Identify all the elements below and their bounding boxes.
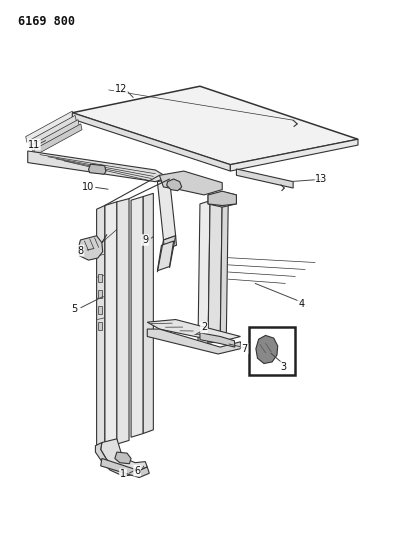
Polygon shape: [147, 329, 240, 354]
Polygon shape: [200, 333, 235, 347]
Text: 13: 13: [315, 174, 328, 184]
Polygon shape: [28, 151, 168, 182]
Text: 12: 12: [115, 84, 127, 94]
Polygon shape: [131, 197, 143, 437]
Text: 7: 7: [242, 344, 248, 354]
Text: 11: 11: [28, 140, 40, 150]
Polygon shape: [72, 113, 231, 171]
Polygon shape: [208, 198, 222, 343]
Bar: [98, 306, 102, 314]
Polygon shape: [167, 179, 182, 191]
Polygon shape: [105, 202, 117, 448]
Polygon shape: [89, 164, 106, 174]
Polygon shape: [147, 319, 240, 342]
Polygon shape: [220, 197, 228, 341]
Polygon shape: [236, 169, 293, 188]
Text: 2: 2: [201, 322, 207, 333]
Polygon shape: [34, 124, 82, 155]
Polygon shape: [208, 191, 236, 206]
Polygon shape: [97, 206, 105, 452]
Polygon shape: [101, 458, 149, 478]
Polygon shape: [72, 86, 358, 165]
Polygon shape: [29, 115, 76, 147]
Bar: [98, 274, 102, 282]
Text: 10: 10: [82, 182, 95, 192]
Bar: [98, 290, 102, 298]
Polygon shape: [115, 452, 131, 464]
Polygon shape: [157, 241, 174, 271]
Text: 1: 1: [120, 470, 126, 479]
Polygon shape: [31, 119, 79, 151]
Text: 9: 9: [142, 235, 148, 245]
Polygon shape: [143, 193, 153, 433]
Text: 6169 800: 6169 800: [18, 14, 75, 28]
Polygon shape: [256, 335, 278, 364]
Polygon shape: [208, 192, 236, 207]
Polygon shape: [26, 111, 73, 142]
Text: 4: 4: [298, 298, 304, 309]
Polygon shape: [164, 236, 176, 249]
Bar: [98, 322, 102, 330]
Bar: [248, 327, 295, 375]
Text: 5: 5: [71, 304, 78, 314]
Polygon shape: [231, 139, 358, 171]
Text: 6: 6: [134, 466, 140, 475]
Text: 3: 3: [280, 362, 286, 372]
Text: 8: 8: [78, 246, 84, 256]
Polygon shape: [117, 199, 129, 444]
Polygon shape: [78, 236, 103, 260]
Polygon shape: [101, 439, 147, 472]
Polygon shape: [157, 179, 175, 240]
Polygon shape: [95, 442, 139, 476]
Polygon shape: [198, 201, 210, 347]
Polygon shape: [160, 171, 222, 195]
